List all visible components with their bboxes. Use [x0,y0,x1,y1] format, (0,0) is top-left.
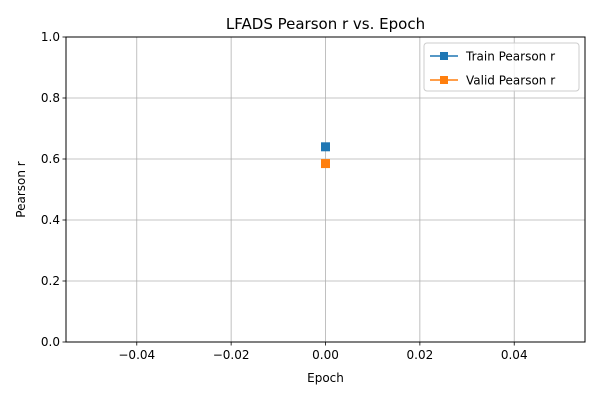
legend-box [423,42,580,92]
train-pearson-r-point [321,142,330,152]
legend: Train Pearson r Valid Pearson r [423,42,580,92]
y-tick-label: 1.0 [41,30,60,44]
y-tick-label: 0.2 [41,274,60,288]
y-tick-label: 0.6 [41,152,60,166]
x-tick-label: 0.02 [407,348,434,362]
series-layer [321,142,330,169]
legend-label-train-pearson-r: Train Pearson r [465,50,555,64]
y-tick-label: 0.8 [41,91,60,105]
legend-marker-train-pearson-r [440,52,448,60]
chart-title: LFADS Pearson r vs. Epoch [226,15,425,33]
legend-marker-valid-pearson-r [440,76,448,84]
x-tick-label: −0.02 [213,348,250,362]
y-tick-label: 0.0 [41,335,60,349]
valid-pearson-r-point [321,159,330,169]
x-tick-label: 0.04 [501,348,528,362]
y-tick-label: 0.4 [41,213,60,227]
x-tick-label: −0.04 [118,348,155,362]
y-axis: 0.0 0.2 0.4 0.6 0.8 1.0 [41,30,66,349]
x-axis-label: Epoch [307,371,344,385]
x-tick-label: 0.00 [312,348,339,362]
legend-label-valid-pearson-r: Valid Pearson r [466,74,555,88]
x-axis: −0.04 −0.02 0.00 0.02 0.04 [118,342,528,362]
y-axis-label: Pearson r [14,161,28,217]
